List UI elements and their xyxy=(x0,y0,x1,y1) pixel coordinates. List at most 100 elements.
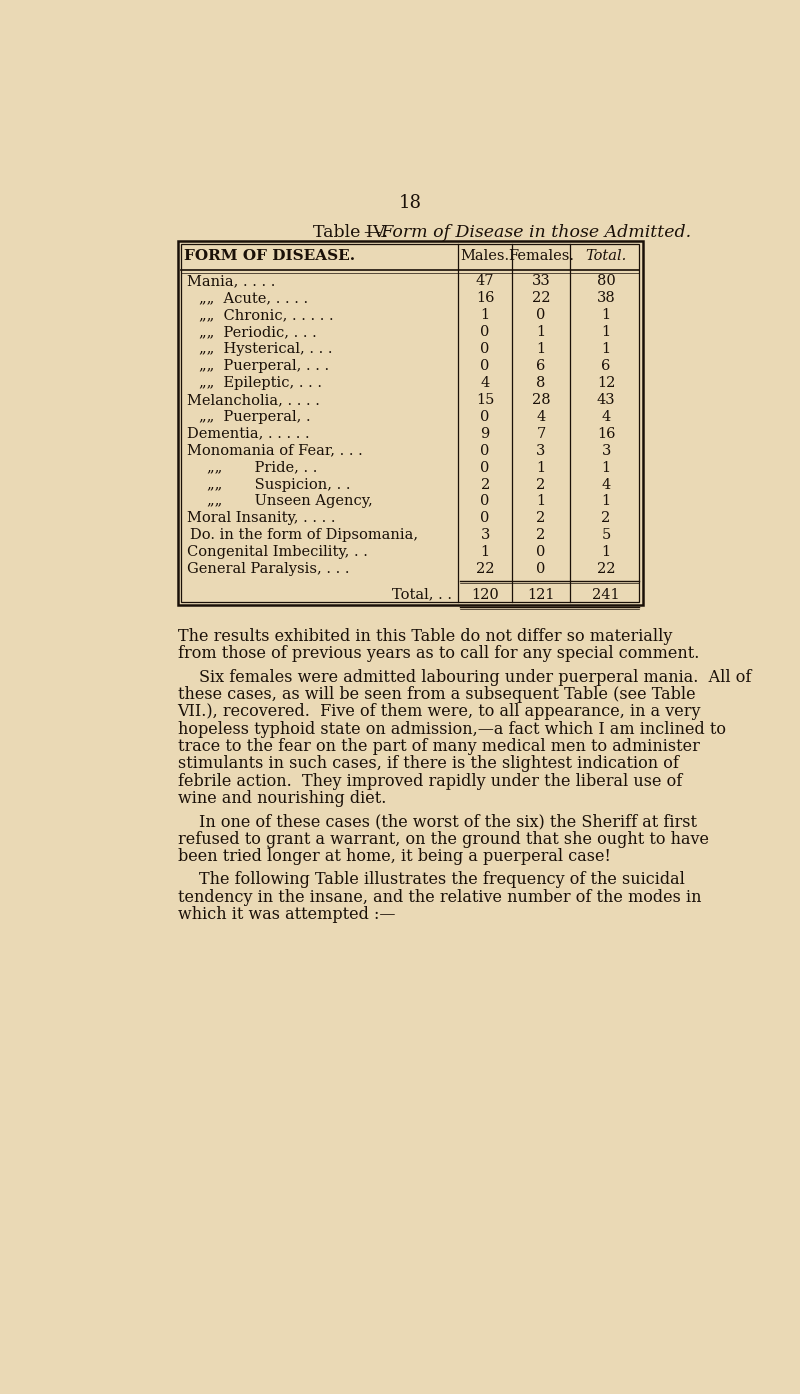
Text: been tried longer at home, it being a puerperal case!: been tried longer at home, it being a pu… xyxy=(178,848,610,864)
Text: 1: 1 xyxy=(602,495,610,509)
Text: Total, . .: Total, . . xyxy=(392,588,452,602)
Text: Congenital Imbecility, . .: Congenital Imbecility, . . xyxy=(187,545,368,559)
Bar xyxy=(181,244,639,602)
Text: 4: 4 xyxy=(602,410,610,424)
Text: 43: 43 xyxy=(597,393,615,407)
Text: 121: 121 xyxy=(527,588,554,602)
Text: these cases, as will be seen from a subsequent Table (see Table: these cases, as will be seen from a subs… xyxy=(178,686,695,703)
Text: wine and nourishing diet.: wine and nourishing diet. xyxy=(178,790,386,807)
Text: 28: 28 xyxy=(532,393,550,407)
Text: The following Table illustrates the frequency of the suicidal: The following Table illustrates the freq… xyxy=(199,871,685,888)
Text: 0: 0 xyxy=(536,562,546,576)
Text: refused to grant a warrant, on the ground that she ought to have: refused to grant a warrant, on the groun… xyxy=(178,831,709,848)
Text: 4: 4 xyxy=(481,376,490,390)
Text: „„  Epileptic, . . .: „„ Epileptic, . . . xyxy=(199,376,322,390)
Text: 0: 0 xyxy=(481,443,490,457)
Text: 0: 0 xyxy=(481,410,490,424)
Text: 1: 1 xyxy=(537,342,546,355)
Text: febrile action.  They improved rapidly under the liberal use of: febrile action. They improved rapidly un… xyxy=(178,772,682,789)
Text: 120: 120 xyxy=(471,588,499,602)
Text: 80: 80 xyxy=(597,275,615,289)
Text: 0: 0 xyxy=(481,325,490,339)
Text: 3: 3 xyxy=(536,443,546,457)
Text: 1: 1 xyxy=(537,460,546,474)
Text: 1: 1 xyxy=(481,545,490,559)
Text: Do. in the form of Dipsomania,: Do. in the form of Dipsomania, xyxy=(190,528,418,542)
Text: Moral Insanity, . . . .: Moral Insanity, . . . . xyxy=(187,512,335,526)
Text: 16: 16 xyxy=(476,291,494,305)
Text: „„  Chronic, . . . . .: „„ Chronic, . . . . . xyxy=(199,308,334,322)
Text: 6: 6 xyxy=(602,358,610,374)
Text: 2: 2 xyxy=(481,478,490,492)
Text: 4: 4 xyxy=(602,478,610,492)
Text: 47: 47 xyxy=(476,275,494,289)
Text: hopeless typhoid state on admission,—a fact which I am inclined to: hopeless typhoid state on admission,—a f… xyxy=(178,721,726,737)
Text: Six females were admitted labouring under puerperal mania.  All of: Six females were admitted labouring unde… xyxy=(199,669,751,686)
Text: FORM OF DISEASE.: FORM OF DISEASE. xyxy=(184,250,355,263)
Text: 4: 4 xyxy=(536,410,546,424)
Text: The results exhibited in this Table do not differ so materially: The results exhibited in this Table do n… xyxy=(178,627,672,645)
Text: 22: 22 xyxy=(476,562,494,576)
Text: 1: 1 xyxy=(602,325,610,339)
Text: 1: 1 xyxy=(602,342,610,355)
Text: „„       Pride, . .: „„ Pride, . . xyxy=(207,460,318,474)
Text: Total.: Total. xyxy=(586,250,626,263)
Text: from those of previous years as to call for any special comment.: from those of previous years as to call … xyxy=(178,645,699,662)
Text: 5: 5 xyxy=(602,528,610,542)
Text: 0: 0 xyxy=(481,460,490,474)
Text: Melancholia, . . . .: Melancholia, . . . . xyxy=(187,393,320,407)
Text: 1: 1 xyxy=(602,308,610,322)
Text: 33: 33 xyxy=(532,275,550,289)
Text: 2: 2 xyxy=(536,528,546,542)
Text: 12: 12 xyxy=(597,376,615,390)
Text: „„  Hysterical, . . .: „„ Hysterical, . . . xyxy=(199,342,333,355)
Text: „„  Periodic, . . .: „„ Periodic, . . . xyxy=(199,325,317,339)
Text: 2: 2 xyxy=(602,512,610,526)
Text: „„  Acute, . . . .: „„ Acute, . . . . xyxy=(199,291,308,305)
Text: 38: 38 xyxy=(597,291,615,305)
Text: VII.), recovered.  Five of them were, to all appearance, in a very: VII.), recovered. Five of them were, to … xyxy=(178,703,701,721)
Text: In one of these cases (the worst of the six) the Sheriff at first: In one of these cases (the worst of the … xyxy=(199,813,698,831)
Text: 18: 18 xyxy=(398,194,422,212)
Text: which it was attempted :—: which it was attempted :— xyxy=(178,906,395,923)
Text: Females.: Females. xyxy=(508,250,574,263)
Text: 3: 3 xyxy=(481,528,490,542)
Text: Mania, . . . .: Mania, . . . . xyxy=(187,275,275,289)
Text: tendency in the insane, and the relative number of the modes in: tendency in the insane, and the relative… xyxy=(178,889,701,906)
Text: 2: 2 xyxy=(536,512,546,526)
Text: 2: 2 xyxy=(536,478,546,492)
Text: 1: 1 xyxy=(481,308,490,322)
Text: 9: 9 xyxy=(481,427,490,441)
Text: stimulants in such cases, if there is the slightest indication of: stimulants in such cases, if there is th… xyxy=(178,756,678,772)
Text: „„  Puerperal, . . .: „„ Puerperal, . . . xyxy=(199,358,330,374)
Text: 22: 22 xyxy=(597,562,615,576)
Text: 7: 7 xyxy=(536,427,546,441)
Text: Males.: Males. xyxy=(461,250,510,263)
Text: Dementia, . . . . .: Dementia, . . . . . xyxy=(187,427,310,441)
Text: 241: 241 xyxy=(592,588,620,602)
Text: 1: 1 xyxy=(537,495,546,509)
Text: 0: 0 xyxy=(481,512,490,526)
Text: 1: 1 xyxy=(602,545,610,559)
Text: 0: 0 xyxy=(481,342,490,355)
Text: 0: 0 xyxy=(481,358,490,374)
Bar xyxy=(178,241,642,605)
Text: 1: 1 xyxy=(537,325,546,339)
Text: 22: 22 xyxy=(532,291,550,305)
Text: —Form of Disease in those Admitted.: —Form of Disease in those Admitted. xyxy=(363,224,690,241)
Text: 6: 6 xyxy=(536,358,546,374)
Text: 0: 0 xyxy=(536,308,546,322)
Text: 1: 1 xyxy=(602,460,610,474)
Text: 8: 8 xyxy=(536,376,546,390)
Text: „„       Suspicion, . .: „„ Suspicion, . . xyxy=(207,478,350,492)
Text: 0: 0 xyxy=(481,495,490,509)
Text: Monomania of Fear, . . .: Monomania of Fear, . . . xyxy=(187,443,362,457)
Text: „„  Puerperal, .: „„ Puerperal, . xyxy=(199,410,311,424)
Text: trace to the fear on the part of many medical men to administer: trace to the fear on the part of many me… xyxy=(178,737,699,754)
Text: „„       Unseen Agency,: „„ Unseen Agency, xyxy=(207,495,373,509)
Text: 3: 3 xyxy=(602,443,610,457)
Text: General Paralysis, . . .: General Paralysis, . . . xyxy=(187,562,350,576)
Text: Table IV.: Table IV. xyxy=(313,224,388,241)
Text: 15: 15 xyxy=(476,393,494,407)
Text: 16: 16 xyxy=(597,427,615,441)
